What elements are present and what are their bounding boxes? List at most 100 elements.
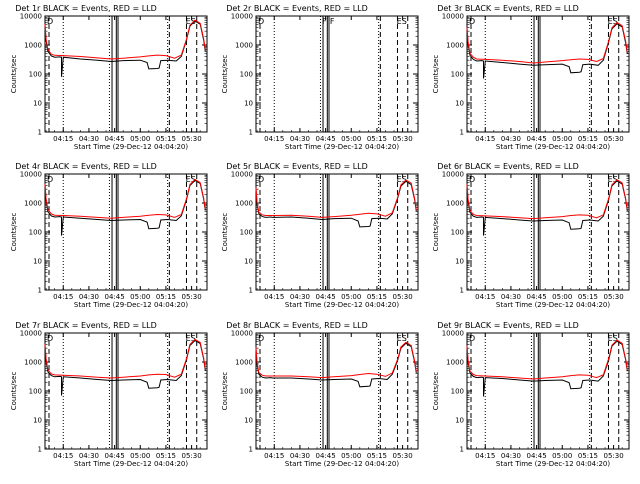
flag-label: D <box>47 175 53 184</box>
y-axis-label: Counts/sec <box>221 213 229 252</box>
x-tick-label: 04:30 <box>79 135 99 143</box>
series-line-lld <box>255 341 417 379</box>
x-tick-label: 05:00 <box>552 135 572 143</box>
x-tick-label: 04:15 <box>475 452 495 460</box>
x-tick-label: 05:00 <box>552 452 572 460</box>
x-tick-label: 04:15 <box>475 293 495 301</box>
panel-title: Det 7r BLACK = Events, RED = LLD <box>15 321 157 330</box>
axes-frame <box>255 332 419 450</box>
y-tick-label: 100 <box>29 71 42 79</box>
y-tick-label: 10000 <box>20 330 42 338</box>
y-tick-label: 10000 <box>442 171 464 179</box>
y-tick-label: 1000 <box>446 359 464 367</box>
y-axis-label: Counts/sec <box>10 213 18 252</box>
y-tick-label: 100 <box>29 388 42 396</box>
y-tick-label: 10000 <box>20 171 42 179</box>
x-tick-label: 05:15 <box>578 452 598 460</box>
x-tick-label: 04:30 <box>501 293 521 301</box>
flag-label: E <box>608 175 613 184</box>
series-line-events <box>44 339 206 396</box>
x-axis-label: Start Time (29-Dec-12 04:04:20) <box>496 301 610 309</box>
y-tick-label: 1000 <box>235 200 253 208</box>
x-tick-label: 05:15 <box>578 293 598 301</box>
x-tick-label: 05:30 <box>182 135 202 143</box>
flag-label: D <box>469 17 475 26</box>
panel-det-4: Det 4r BLACK = Events, RED = LLD 1 10 100 10… <box>10 162 208 309</box>
panel-title: Det 4r BLACK = Events, RED = LLD <box>15 162 157 171</box>
series-line-lld <box>44 178 206 219</box>
panel-det-1: Det 1r BLACK = Events, RED = LLD 1 10 100 10… <box>10 4 208 151</box>
panel-title: Det 1r BLACK = Events, RED = LLD <box>15 4 157 13</box>
y-tick-label: 1000 <box>235 359 253 367</box>
flag-label: D <box>469 334 475 343</box>
x-tick-label: 05:00 <box>552 293 572 301</box>
x-tick-label: 05:15 <box>367 293 387 301</box>
axes-frame <box>44 332 208 450</box>
panel-det-5: Det 5r BLACK = Events, RED = LLD 1 10 100 10… <box>221 162 419 309</box>
x-tick-label: 04:30 <box>79 293 99 301</box>
flag-label: E <box>397 334 402 343</box>
x-tick-label: 04:15 <box>475 135 495 143</box>
y-tick-label: 1 <box>460 129 464 137</box>
panel-title: Det 9r BLACK = Events, RED = LLD <box>437 321 579 330</box>
x-tick-label: 04:15 <box>264 293 284 301</box>
axes-frame <box>255 15 419 133</box>
axes-frame <box>44 173 208 291</box>
x-tick-label: 05:30 <box>393 452 413 460</box>
series-line-events <box>466 340 628 397</box>
x-tick-label: 04:45 <box>315 293 335 301</box>
x-tick-label: 04:45 <box>526 135 546 143</box>
x-tick-label: 04:45 <box>315 452 335 460</box>
y-axis-label: Counts/sec <box>221 372 229 411</box>
panel-det-9: Det 9r BLACK = Events, RED = LLD 1 10 100 10… <box>432 321 630 468</box>
axes-frame <box>466 173 630 291</box>
y-tick-label: 10 <box>455 100 464 108</box>
x-tick-label: 05:00 <box>130 452 150 460</box>
series-line-lld <box>466 179 628 220</box>
axes-frame <box>466 15 630 133</box>
x-axis-label: Start Time (29-Dec-12 04:04:20) <box>285 301 399 309</box>
panel-det-6: Det 6r BLACK = Events, RED = LLD 1 10 100 10… <box>432 162 630 309</box>
x-tick-label: 05:30 <box>604 293 624 301</box>
series-line-events <box>466 180 628 236</box>
y-tick-label: 100 <box>451 229 464 237</box>
y-tick-label: 10 <box>455 258 464 266</box>
x-tick-label: 04:15 <box>264 135 284 143</box>
flag-label: S <box>191 334 196 343</box>
series-line-events <box>44 179 206 236</box>
x-tick-label: 05:00 <box>341 452 361 460</box>
x-tick-label: 05:30 <box>393 135 413 143</box>
x-tick-label: 05:30 <box>182 293 202 301</box>
series-line-events <box>466 23 628 79</box>
x-tick-label: 04:30 <box>290 293 310 301</box>
series-line-lld <box>255 179 417 218</box>
y-tick-label: 1 <box>249 446 253 454</box>
x-tick-label: 05:30 <box>393 293 413 301</box>
x-tick-label: 04:45 <box>104 135 124 143</box>
x-axis-label: Start Time (29-Dec-12 04:04:20) <box>74 143 188 151</box>
y-tick-label: 10000 <box>442 330 464 338</box>
flag-label: E <box>397 175 402 184</box>
flag-label: S <box>402 17 407 26</box>
y-axis-label: Counts/sec <box>221 55 229 94</box>
x-tick-label: 05:15 <box>156 293 176 301</box>
y-tick-label: 1000 <box>24 200 42 208</box>
flag-label: D <box>258 17 264 26</box>
y-tick-label: 100 <box>240 71 253 79</box>
y-tick-label: 100 <box>451 71 464 79</box>
series-line-events <box>44 20 206 77</box>
flag-label: S <box>402 175 407 184</box>
flag-label: D <box>469 175 475 184</box>
panel-title: Det 2r BLACK = Events, RED = LLD <box>226 4 368 13</box>
flag-label: F <box>330 17 335 26</box>
x-axis-label: Start Time (29-Dec-12 04:04:20) <box>74 460 188 468</box>
y-tick-label: 1 <box>38 287 42 295</box>
flag-label: S <box>191 175 196 184</box>
x-tick-label: 04:30 <box>290 452 310 460</box>
panel-det-7: Det 7r BLACK = Events, RED = LLD 1 10 100 10… <box>10 321 208 468</box>
y-tick-label: 1 <box>38 446 42 454</box>
y-tick-label: 1 <box>38 129 42 137</box>
x-tick-label: 04:30 <box>501 452 521 460</box>
